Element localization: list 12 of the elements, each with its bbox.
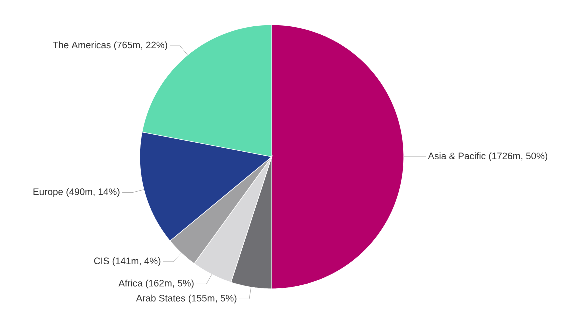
data-label: (162m, 5%) (146, 280, 194, 289)
data-label: (765m, 22%) (114, 42, 168, 50)
slice-label: The Americas (53, 42, 111, 49)
data-label: (155m, 5%) (188, 294, 237, 304)
slice-label: CIS (94, 258, 110, 265)
data-label: (1726m, 50%) (489, 152, 548, 162)
slice-label: Africa (118, 280, 143, 287)
slice-label: Arab States (136, 294, 186, 302)
slice-label: Europe (34, 188, 64, 198)
data-label: (490m, 14%) (66, 188, 120, 198)
data-label: (141m, 4%) (112, 258, 161, 266)
slice-label: Asia & Pacific (428, 152, 486, 160)
